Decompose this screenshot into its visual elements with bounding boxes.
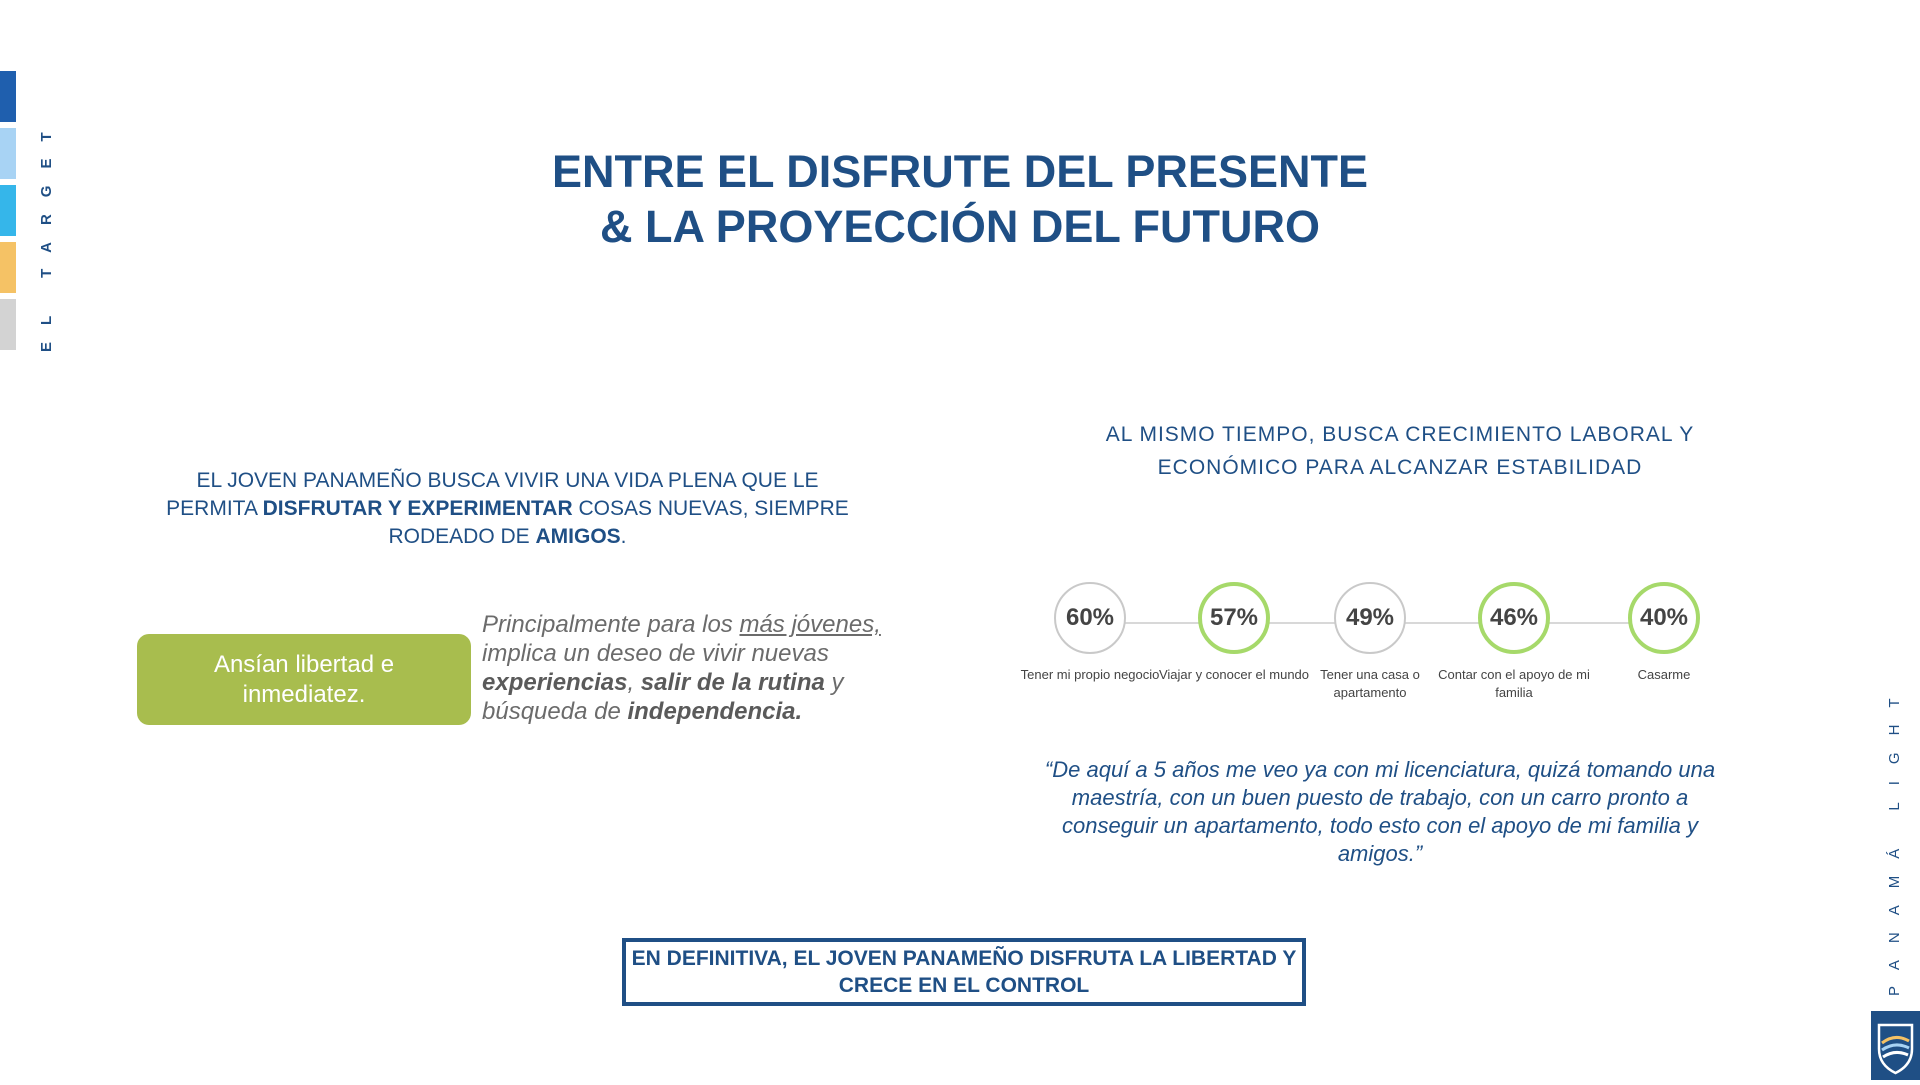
side-bar-grey (0, 299, 16, 350)
stat-label: Casarme (1637, 667, 1691, 682)
young-emphasis: salir de la rutina (640, 669, 825, 696)
young-underlined: más jóvenes, (739, 611, 881, 638)
stat-label: Tener mi propio negocio (1020, 667, 1160, 682)
stat-circle: 60% (1054, 582, 1126, 654)
stat-label: Tener una casa o apartamento (1320, 667, 1420, 700)
stat-label: Viajar y conocer el mundo (1158, 667, 1310, 682)
right-heading: AL MISMO TIEMPO, BUSCA CRECIMIENTO LABOR… (1105, 423, 1695, 479)
young-text: , (627, 669, 641, 696)
intro-emphasis: AMIGOS (535, 525, 621, 548)
intro-statement: EL JOVEN PANAMEÑO BUSCA VIVIR UNA VIDA P… (150, 467, 865, 551)
intro-text: COSAS NUEVAS, SIEMPRE RODEADO DE (388, 497, 849, 548)
highlight-box-text: Ansían libertad e inmediatez. (213, 650, 395, 708)
brand-logo (1871, 1011, 1920, 1080)
young-text: y búsqueda de (482, 669, 844, 725)
stat-circle: 46% (1478, 582, 1550, 654)
highlight-box: Ansían libertad e inmediatez. (137, 634, 471, 725)
stat-circle: 57% (1198, 582, 1270, 654)
side-bar-blue (0, 71, 16, 122)
side-bar-cyan (0, 185, 16, 236)
title-line-1: ENTRE EL DISFRUTE DEL PRESENTE (552, 146, 1368, 197)
stat-item: 57% Viajar y conocer el mundo (1154, 582, 1314, 684)
young-description: Principalmente para los más jóvenes, imp… (482, 610, 942, 726)
intro-emphasis: DISFRUTAR Y EXPERIMENTAR (262, 497, 573, 520)
brand-tab-label: PANAMÁ LIGHT (1886, 681, 1903, 996)
stat-item: 60% Tener mi propio negocio (1010, 582, 1170, 684)
stat-label: Contar con el apoyo de mi familia (1438, 667, 1590, 700)
stat-item: 46% Contar con el apoyo de mi familia (1434, 582, 1594, 702)
title-line-2: & LA PROYECCIÓN DEL FUTURO (599, 201, 1321, 252)
side-color-bars (0, 71, 16, 356)
stat-item: 49% Tener una casa o apartamento (1290, 582, 1450, 702)
stat-circle: 49% (1334, 582, 1406, 654)
young-emphasis: experiencias (482, 669, 628, 696)
testimonial-quote: “De aquí a 5 años me veo ya con mi licen… (1044, 757, 1716, 866)
conclusion-text: EN DEFINITIVA, EL JOVEN PANAMEÑO DISFRUT… (631, 947, 1297, 997)
side-bar-yellow (0, 242, 16, 293)
intro-text: . (620, 525, 627, 548)
conclusion-box: EN DEFINITIVA, EL JOVEN PANAMEÑO DISFRUT… (622, 938, 1306, 1006)
stat-circle: 40% (1628, 582, 1700, 654)
young-emphasis: independencia. (627, 698, 803, 725)
intro-text: EL JOVEN PANAMEÑO BUSCA VIVIR UNA VIDA P… (166, 469, 819, 520)
side-bar-light-blue (0, 128, 16, 179)
stats-row: 60% Tener mi propio negocio 57% Viajar y… (1021, 582, 1730, 712)
young-text: implica un deseo de vivir nuevas (482, 640, 829, 667)
young-text: Principalmente para los (482, 611, 740, 638)
shield-logo-icon (1877, 1023, 1914, 1075)
page-title: ENTRE EL DISFRUTE DEL PRESENTE & LA PROY… (0, 144, 1920, 254)
stat-item: 40% Casarme (1584, 582, 1744, 684)
